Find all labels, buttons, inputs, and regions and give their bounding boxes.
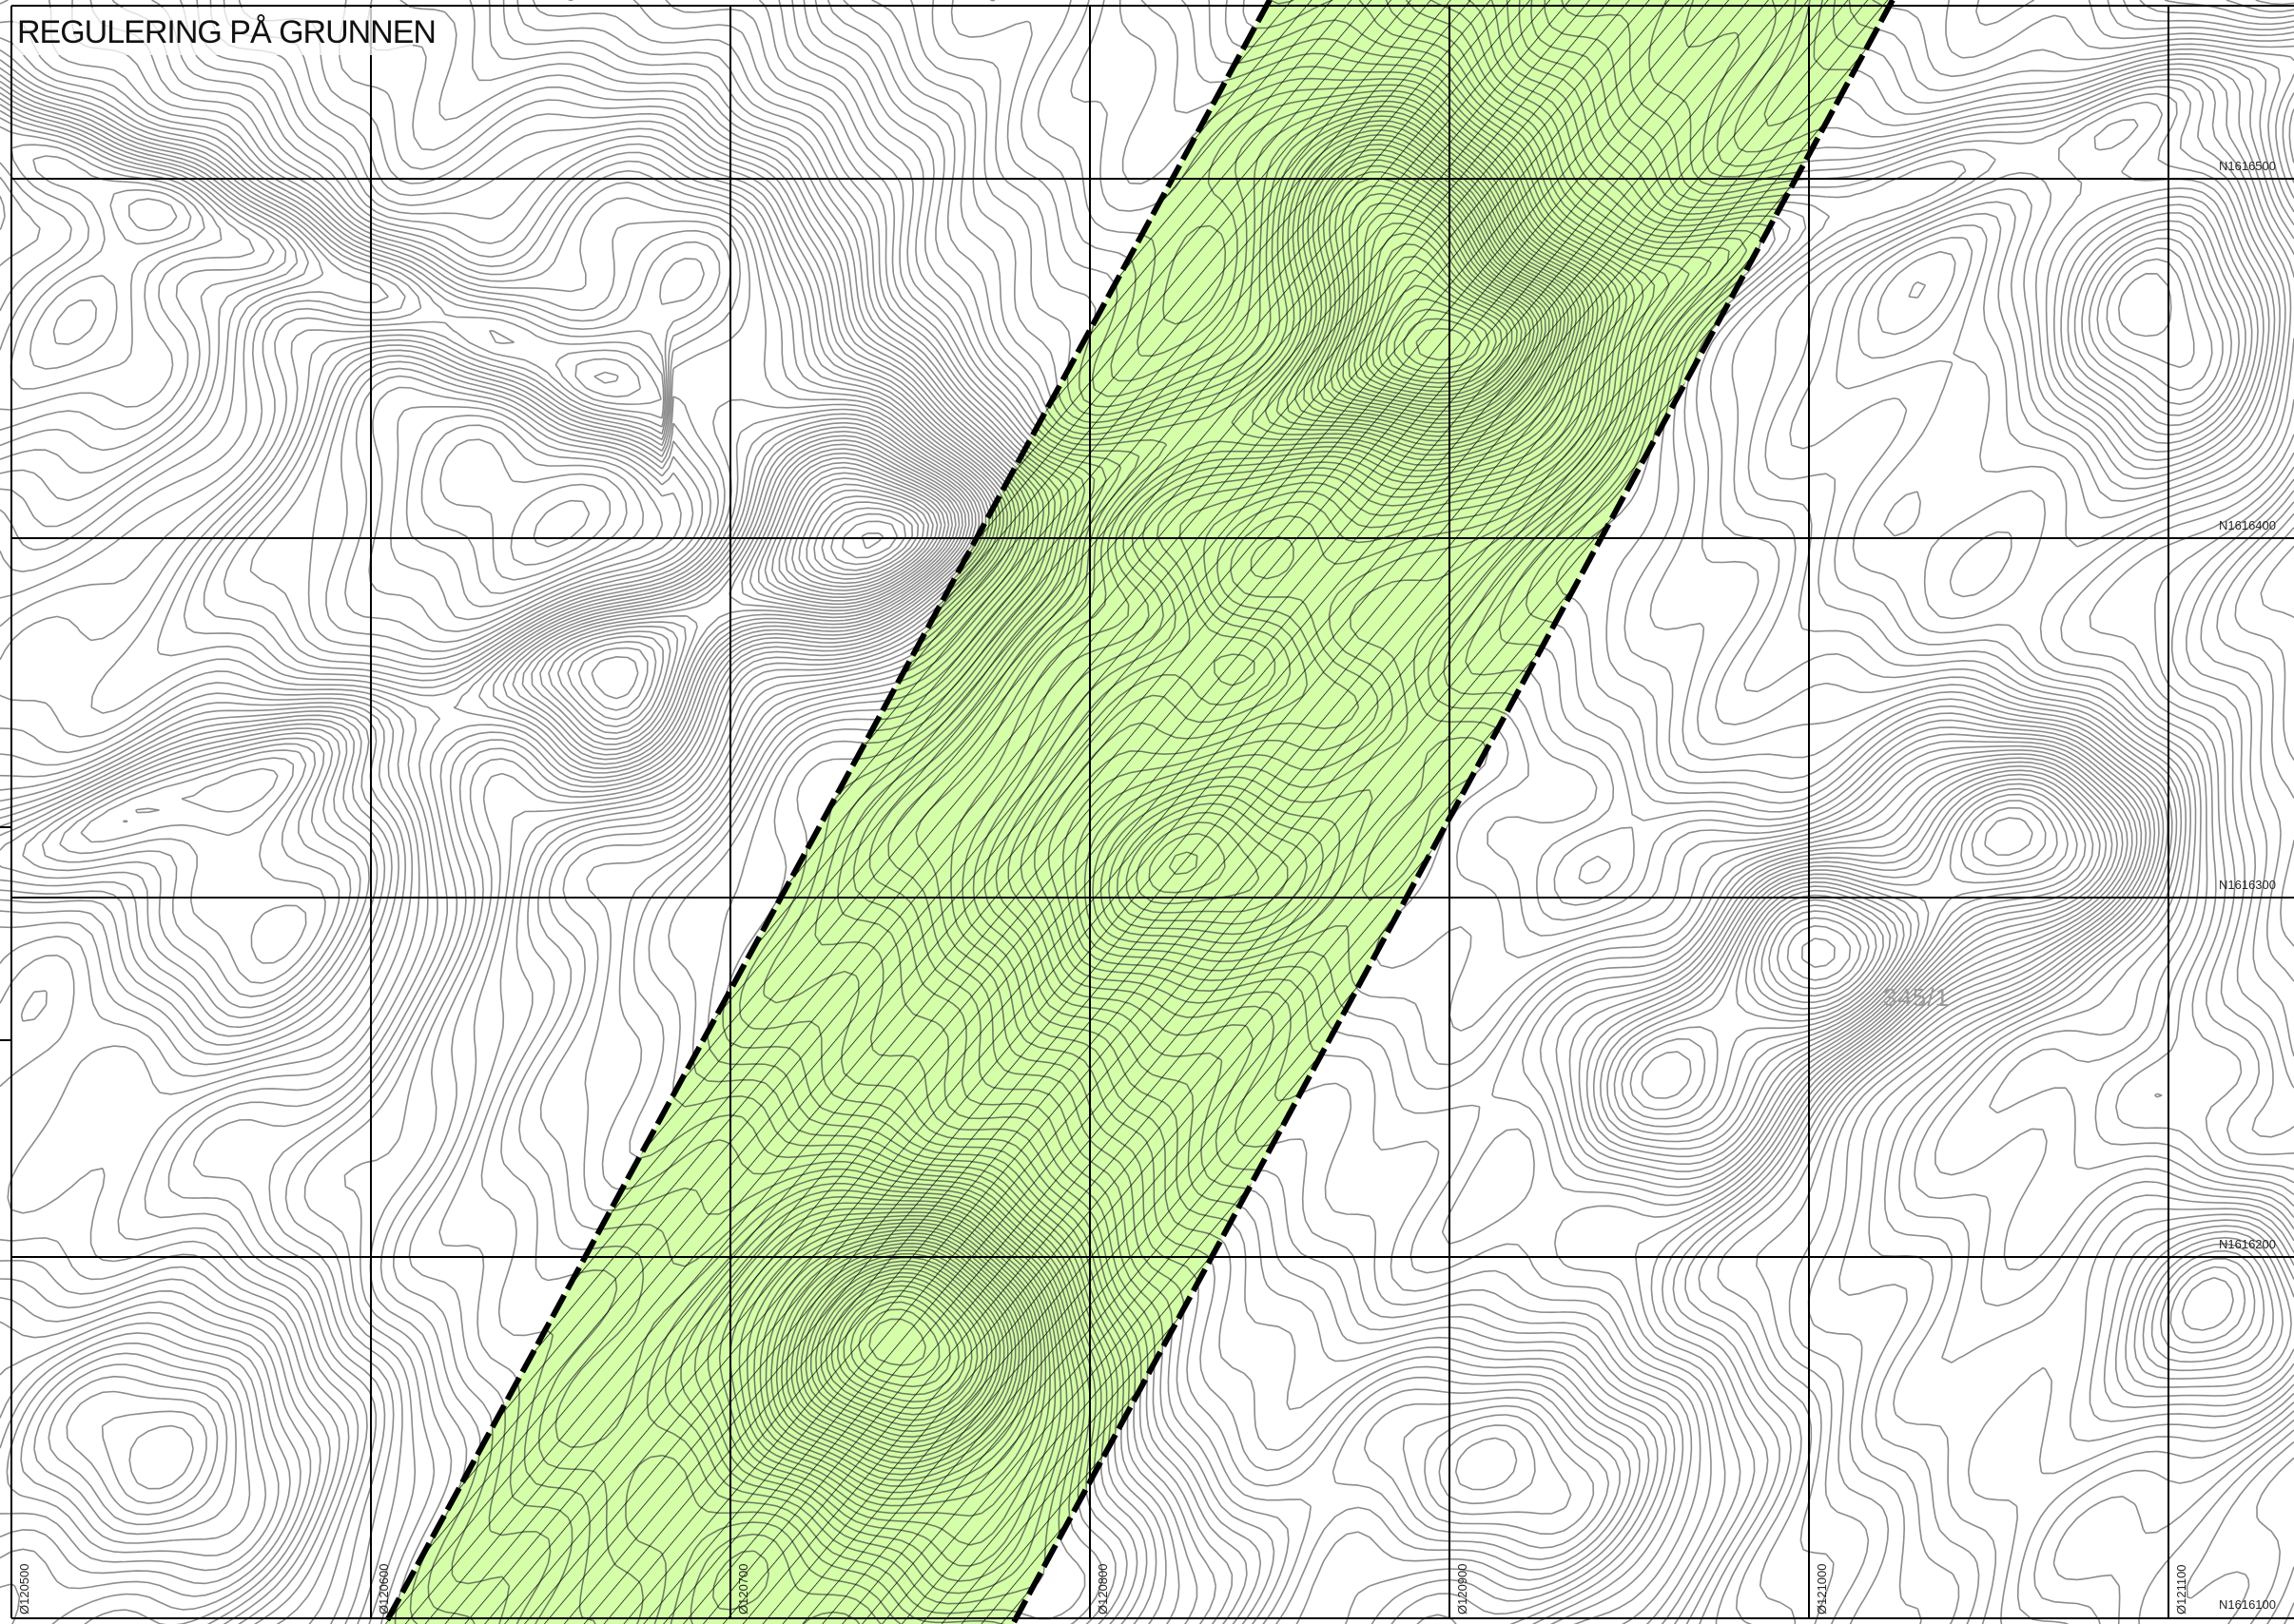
easting-labels: Ø120500 Ø120600 Ø120700 Ø120800 Ø120900 … bbox=[17, 1564, 2188, 1615]
easting-label: Ø121100 bbox=[2174, 1564, 2188, 1614]
coordinate-grid bbox=[0, 5, 2294, 1619]
easting-label: Ø121000 bbox=[1815, 1564, 1829, 1615]
zone-hatching bbox=[385, 0, 1893, 1624]
easting-label: Ø120600 bbox=[377, 1564, 391, 1615]
zone-boundary-right bbox=[1010, 0, 1895, 1624]
easting-label: Ø120900 bbox=[1455, 1564, 1469, 1615]
northing-label: N1616100 bbox=[2219, 1597, 2276, 1612]
northing-label: N1616400 bbox=[2219, 518, 2276, 532]
title-backdrop bbox=[13, 8, 413, 55]
northing-labels: N1616500 N1616400 N1616300 N1616200 N161… bbox=[2219, 159, 2276, 1612]
zone-boundary-left bbox=[382, 0, 1273, 1624]
northing-label: N1616500 bbox=[2219, 159, 2276, 173]
easting-label: Ø120800 bbox=[1096, 1564, 1110, 1615]
northing-label: N1616200 bbox=[2219, 1237, 2276, 1251]
parcel-label: 345/1 bbox=[1883, 983, 1950, 1012]
northing-label: N1616300 bbox=[2219, 878, 2276, 892]
easting-label: Ø120700 bbox=[736, 1564, 750, 1615]
map-title: REGULERING PÅ GRUNNEN bbox=[17, 14, 436, 50]
easting-label: Ø120500 bbox=[17, 1564, 31, 1615]
